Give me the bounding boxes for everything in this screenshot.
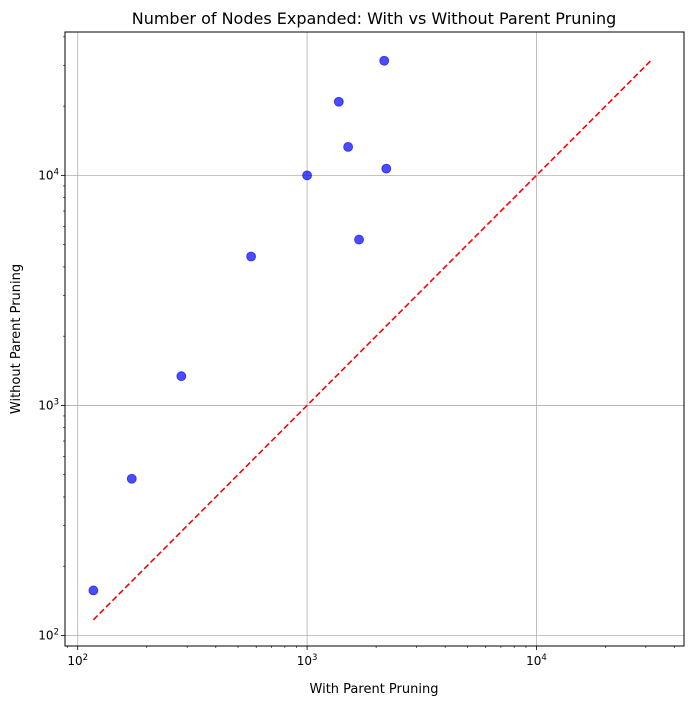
data-point [176, 371, 187, 382]
plot-frame [64, 31, 685, 647]
reference-line-y-equals-x [92, 60, 652, 621]
data-point [333, 96, 344, 107]
data-point [354, 234, 364, 245]
axis-ticks: 102 103 104 102 103 104 [38, 36, 675, 668]
x-tick-label: 103 [297, 653, 318, 668]
data-point [302, 170, 312, 181]
data-point [126, 473, 137, 484]
y-axis-label: Without Parent Pruning [9, 264, 24, 414]
y-tick-label: 104 [38, 167, 59, 182]
data-point [379, 55, 390, 66]
y-tick-label: 102 [38, 627, 59, 642]
data-point [88, 585, 99, 596]
grid [65, 32, 684, 646]
data-point [246, 251, 256, 262]
chart-title: Number of Nodes Expanded: With vs Withou… [132, 9, 617, 28]
x-tick-label: 102 [67, 653, 88, 668]
data-point [343, 141, 354, 152]
data-point [381, 163, 392, 174]
reference-line-layer [92, 60, 652, 621]
y-tick-label: 103 [38, 397, 59, 412]
data-points [88, 55, 392, 596]
x-tick-label: 104 [526, 653, 547, 668]
x-axis-label: With Parent Pruning [310, 682, 439, 697]
